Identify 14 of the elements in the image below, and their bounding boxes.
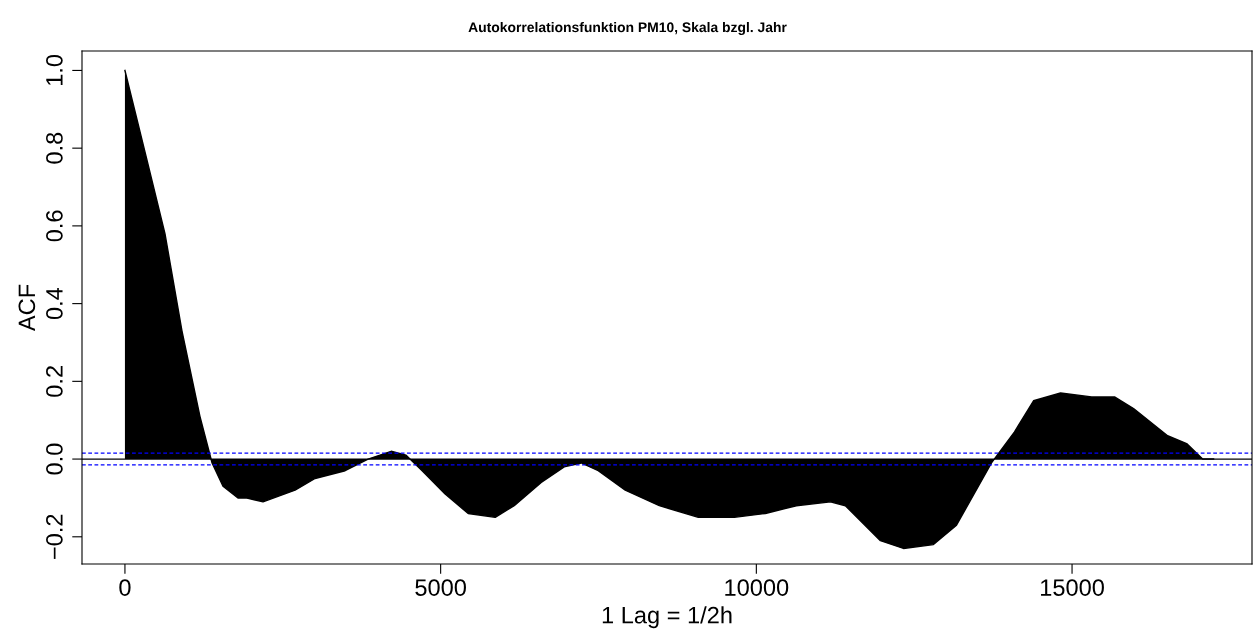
- y-axis-title: ACF: [18, 284, 36, 332]
- x-tick-label: 15000: [1041, 579, 1104, 596]
- y-tick-label: 0.6: [46, 210, 63, 242]
- chart-title: Autokorrelationsfunktion PM10, Skala bzgl. Jahr: [468, 22, 787, 36]
- x-tick-label: 0: [119, 579, 131, 596]
- y-tick-label: 0.0: [46, 443, 63, 475]
- x-axis-title: 1 Lag = 1/2h: [602, 606, 732, 629]
- y-tick-label: −0.2: [46, 514, 63, 559]
- y-tick-label: 0.2: [46, 366, 63, 397]
- y-tick-label: 0.8: [46, 132, 63, 164]
- y-tick-label: 1.0: [46, 54, 63, 86]
- y-tick-label: 0.4: [46, 287, 63, 320]
- x-tick-label: 10000: [725, 579, 789, 596]
- x-tick-label: 5000: [415, 579, 466, 596]
